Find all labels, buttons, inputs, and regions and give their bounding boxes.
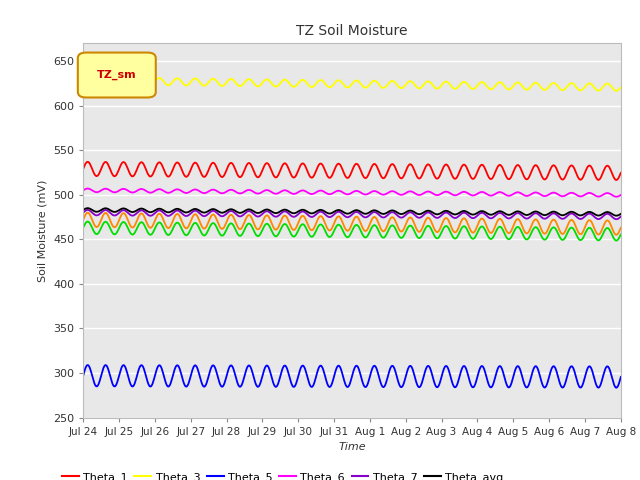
- Theta_5: [200, 384, 207, 389]
- Theta_4: [434, 235, 442, 241]
- Theta_2: [612, 232, 620, 238]
- Theta_avg: [79, 207, 87, 213]
- Theta_6: [617, 192, 625, 198]
- Y-axis label: Soil Moisture (mV): Soil Moisture (mV): [38, 179, 47, 282]
- Theta_4: [612, 238, 620, 243]
- Theta_1: [90, 170, 97, 176]
- Theta_7: [90, 211, 97, 217]
- FancyBboxPatch shape: [78, 53, 156, 97]
- Theta_3: [90, 80, 97, 85]
- Theta_2: [90, 221, 97, 227]
- Theta_6: [434, 192, 442, 198]
- Line: Theta_2: Theta_2: [83, 213, 621, 235]
- Theta_7: [84, 207, 92, 213]
- Line: Theta_7: Theta_7: [83, 210, 621, 219]
- Legend: Theta_1, Theta_2, Theta_3, Theta_4, Theta_5, Theta_6, Theta_7, Theta_avg: Theta_1, Theta_2, Theta_3, Theta_4, Thet…: [62, 472, 504, 480]
- Line: Theta_avg: Theta_avg: [83, 208, 621, 216]
- Theta_3: [617, 84, 625, 90]
- Theta_5: [90, 378, 97, 384]
- Theta_2: [418, 226, 426, 232]
- Theta_5: [145, 383, 153, 388]
- Theta_3: [200, 83, 207, 88]
- Theta_5: [228, 363, 236, 369]
- Theta_1: [200, 174, 207, 180]
- Theta_7: [434, 215, 442, 221]
- Theta_5: [434, 384, 442, 390]
- Theta_2: [200, 226, 207, 231]
- Theta_7: [418, 214, 426, 219]
- Theta_1: [617, 170, 625, 176]
- Theta_6: [145, 190, 153, 195]
- Theta_6: [228, 187, 236, 193]
- Theta_avg: [90, 208, 97, 214]
- Theta_2: [228, 212, 236, 218]
- Theta_1: [84, 159, 92, 165]
- Theta_4: [228, 221, 236, 227]
- Theta_7: [617, 214, 625, 219]
- Theta_6: [612, 194, 620, 200]
- Theta_avg: [617, 211, 625, 217]
- Text: TZ_sm: TZ_sm: [97, 70, 136, 80]
- Theta_4: [200, 232, 207, 238]
- Theta_6: [84, 186, 92, 192]
- Theta_6: [418, 192, 426, 197]
- Line: Theta_3: Theta_3: [83, 77, 621, 91]
- Theta_7: [145, 213, 153, 218]
- Theta_3: [228, 76, 236, 82]
- Line: Theta_5: Theta_5: [83, 365, 621, 388]
- Line: Theta_6: Theta_6: [83, 189, 621, 197]
- Theta_1: [434, 176, 442, 181]
- X-axis label: Time: Time: [338, 442, 366, 452]
- Theta_3: [418, 84, 426, 90]
- Theta_avg: [228, 206, 236, 212]
- Theta_avg: [84, 205, 92, 211]
- Theta_2: [434, 229, 442, 235]
- Theta_3: [79, 78, 87, 84]
- Theta_1: [145, 173, 153, 179]
- Theta_2: [79, 217, 87, 223]
- Theta_avg: [200, 210, 207, 216]
- Theta_3: [145, 82, 153, 87]
- Theta_7: [612, 216, 620, 222]
- Theta_5: [418, 380, 426, 385]
- Theta_1: [418, 173, 426, 179]
- Theta_4: [79, 225, 87, 230]
- Theta_3: [84, 74, 92, 80]
- Line: Theta_1: Theta_1: [83, 162, 621, 180]
- Theta_1: [612, 177, 620, 183]
- Theta_5: [79, 373, 87, 379]
- Theta_5: [617, 374, 625, 380]
- Theta_7: [200, 213, 207, 219]
- Theta_4: [145, 231, 153, 237]
- Theta_avg: [612, 213, 620, 218]
- Theta_3: [612, 88, 620, 94]
- Theta_avg: [418, 211, 426, 216]
- Theta_1: [79, 166, 87, 172]
- Theta_2: [617, 225, 625, 230]
- Theta_1: [228, 160, 236, 166]
- Theta_4: [418, 233, 426, 239]
- Theta_avg: [434, 211, 442, 217]
- Theta_3: [434, 86, 442, 92]
- Theta_2: [84, 210, 92, 216]
- Theta_2: [145, 224, 153, 230]
- Theta_5: [612, 385, 620, 391]
- Line: Theta_4: Theta_4: [83, 222, 621, 240]
- Theta_4: [84, 219, 92, 225]
- Theta_7: [79, 210, 87, 216]
- Theta_6: [200, 190, 207, 196]
- Theta_6: [79, 187, 87, 193]
- Theta_7: [228, 208, 236, 214]
- Theta_4: [617, 231, 625, 237]
- Theta_avg: [145, 209, 153, 215]
- Theta_4: [90, 228, 97, 234]
- Theta_6: [90, 188, 97, 194]
- Theta_5: [84, 362, 92, 368]
- Title: TZ Soil Moisture: TZ Soil Moisture: [296, 24, 408, 38]
